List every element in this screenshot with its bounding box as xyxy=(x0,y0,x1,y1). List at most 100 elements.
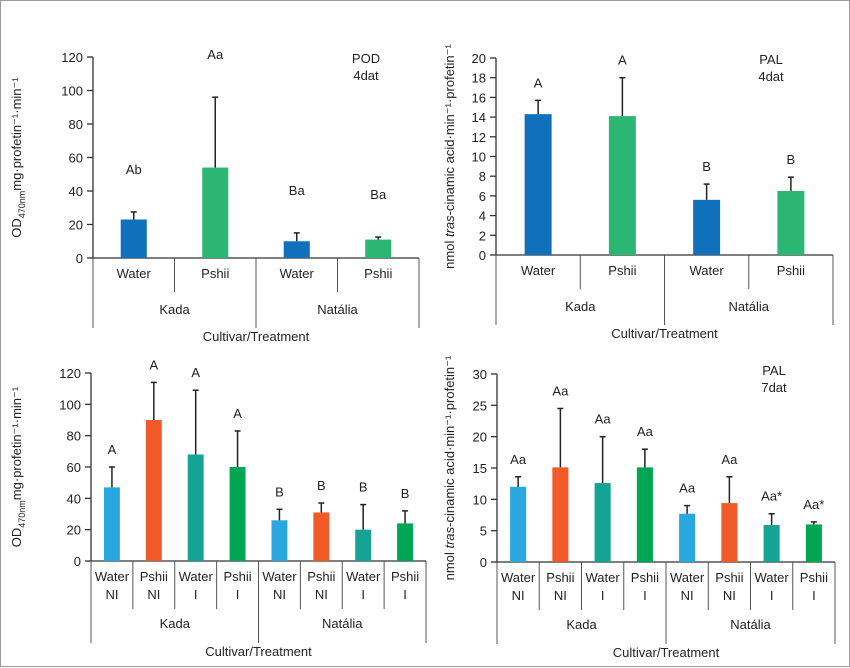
y-axis-title: nmol tras-cinamic acid·min⁻¹·profetin⁻¹ xyxy=(442,355,457,580)
group-label: Kada xyxy=(160,616,191,631)
y-axis-title: OD470nmmg·profetin⁻¹·min⁻¹ xyxy=(9,77,27,238)
y-axis-title-italic: tras xyxy=(442,215,457,237)
significance-letter: Aa xyxy=(552,383,569,398)
category-label: I xyxy=(361,587,365,602)
y-tick-label: 0 xyxy=(74,554,81,569)
x-axis-title: Cultivar/Treatment xyxy=(203,329,310,344)
category-label: Pshii xyxy=(608,263,636,278)
category-label: Pshii xyxy=(546,570,574,585)
bar xyxy=(313,512,330,561)
significance-letter: A xyxy=(191,365,200,380)
category-label: Pshii xyxy=(715,570,743,585)
significance-letter: A xyxy=(233,406,242,421)
significance-letter: B xyxy=(275,484,284,499)
bar xyxy=(693,199,721,255)
y-tick-label: 16 xyxy=(472,90,486,105)
group-label: Natália xyxy=(730,617,771,632)
y-tick-label: 0 xyxy=(480,555,487,570)
category-label: Water xyxy=(179,569,214,584)
bar xyxy=(283,241,310,258)
chart-title: POD xyxy=(352,51,380,66)
category-label: Pshii xyxy=(800,570,828,585)
category-label: I xyxy=(194,587,198,602)
significance-letter: B xyxy=(787,152,796,167)
significance-letter: Aa xyxy=(207,47,224,62)
y-tick-label: 25 xyxy=(473,398,487,413)
category-label: Pshii xyxy=(307,569,335,584)
significance-letter: B xyxy=(401,486,410,501)
category-label: NI xyxy=(147,587,160,602)
bar xyxy=(763,525,780,562)
y-tick-label: 80 xyxy=(67,429,81,444)
bar xyxy=(229,467,246,561)
chart-4: 0 5 10 15 20 25 30 Aa Water NI Aa Pshii NI Aa Water I Aa… xyxy=(442,355,836,660)
y-tick-label: 10 xyxy=(472,150,486,165)
y-axis-title-part: -cinamic acid·min⁻¹·profetin⁻¹ xyxy=(442,43,457,215)
bar xyxy=(552,467,569,562)
y-tick-label: 120 xyxy=(59,366,81,381)
chart-3: 0 20 40 60 80 100 120 A Water NI A Pshii NI A Water I A P… xyxy=(9,357,427,659)
chart-title: PAL xyxy=(759,52,783,67)
y-tick-label: 40 xyxy=(67,491,81,506)
significance-letter: Aa xyxy=(679,481,696,496)
significance-letter: Aa xyxy=(595,412,612,427)
significance-letter: Aa* xyxy=(761,489,782,504)
significance-letter: A xyxy=(534,75,543,90)
y-axis-title-subscript: 470nm xyxy=(17,191,27,219)
bar xyxy=(608,116,636,256)
y-tick-label: 15 xyxy=(473,461,487,476)
y-tick-label: 100 xyxy=(61,84,83,99)
group-label: Natália xyxy=(729,299,770,314)
y-tick-label: 30 xyxy=(473,367,487,382)
bar xyxy=(120,219,147,258)
bar xyxy=(397,523,414,561)
bar xyxy=(777,190,805,255)
y-tick-label: 18 xyxy=(472,71,486,86)
significance-letter: B xyxy=(359,480,368,495)
y-axis-title-italic: tras xyxy=(442,526,457,548)
category-label: Pshii xyxy=(223,569,251,584)
y-tick-label: 60 xyxy=(67,460,81,475)
category-label: Water xyxy=(586,570,621,585)
category-label: Pshii xyxy=(140,569,168,584)
y-tick-label: 120 xyxy=(61,50,83,65)
category-label: NI xyxy=(723,588,736,603)
group-label: Kada xyxy=(565,299,596,314)
y-axis-title-part: OD xyxy=(9,528,24,548)
category-label: I xyxy=(770,588,774,603)
bar xyxy=(721,503,738,562)
bar xyxy=(365,239,392,258)
category-label: Water xyxy=(670,570,705,585)
y-tick-label: 4 xyxy=(479,209,486,224)
significance-letter: Aa* xyxy=(803,497,824,512)
category-label: Pshii xyxy=(631,570,659,585)
significance-letter: Aa xyxy=(721,452,738,467)
y-tick-label: 0 xyxy=(479,248,486,263)
significance-letter: A xyxy=(149,357,158,372)
chart-title: 4dat xyxy=(353,68,379,83)
significance-letter: B xyxy=(702,159,711,174)
bar xyxy=(202,167,229,258)
y-axis-title-part: nmol xyxy=(442,237,457,269)
y-tick-label: 40 xyxy=(69,184,83,199)
y-tick-label: 14 xyxy=(472,110,486,125)
category-label: Water xyxy=(95,569,130,584)
chart-title: 4dat xyxy=(758,69,784,84)
category-label: Water xyxy=(690,263,725,278)
category-label: Pshii xyxy=(364,266,392,281)
significance-letter: Aa xyxy=(510,452,527,467)
bar xyxy=(355,529,372,561)
y-tick-label: 20 xyxy=(69,218,83,233)
category-label: Pshii xyxy=(391,569,419,584)
bar xyxy=(805,524,822,562)
y-tick-label: 8 xyxy=(479,169,486,184)
category-label: Water xyxy=(501,570,536,585)
category-label: Water xyxy=(117,266,152,281)
category-label: I xyxy=(643,588,647,603)
y-tick-label: 12 xyxy=(472,130,486,145)
group-label: Natália xyxy=(317,302,358,317)
bar xyxy=(679,513,696,562)
group-label: Kada xyxy=(566,617,597,632)
